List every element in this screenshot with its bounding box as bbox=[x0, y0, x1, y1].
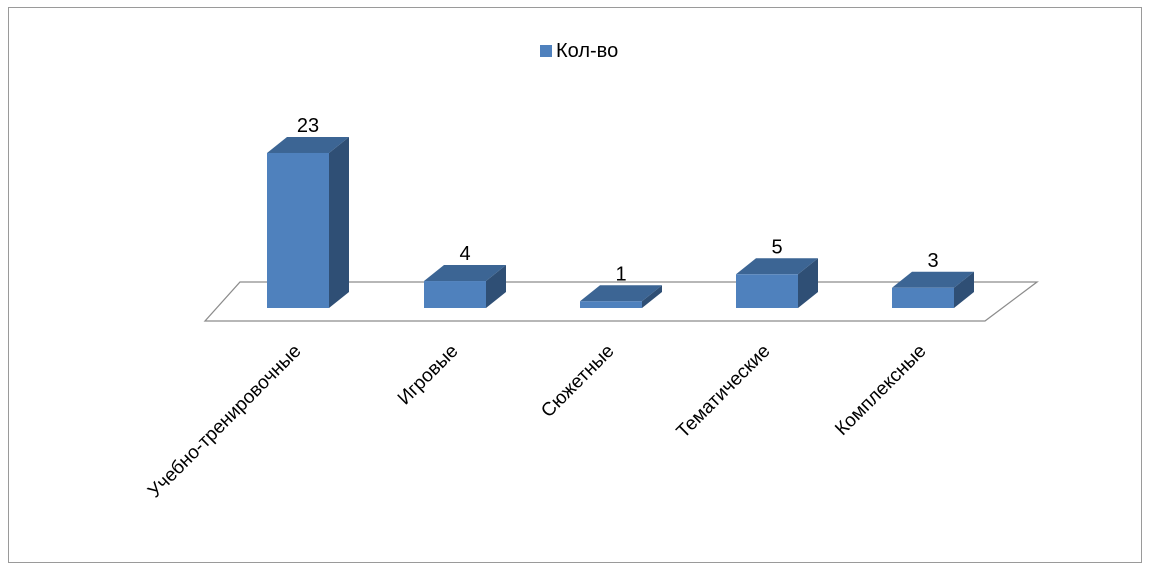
bar-1 bbox=[267, 136, 349, 308]
legend-label: Кол-во bbox=[556, 40, 618, 62]
bar-top bbox=[267, 136, 349, 153]
bar-2 bbox=[424, 265, 506, 308]
category-labels: Учебно-тренировочные Игровые Сюжетные Темат… bbox=[144, 341, 930, 502]
bar-side bbox=[798, 258, 818, 308]
category-label: Сюжетные bbox=[537, 341, 618, 422]
bar-5 bbox=[892, 271, 974, 308]
bar-side bbox=[642, 285, 662, 308]
category-label: Учебно-тренировочные bbox=[144, 341, 305, 502]
bar-front bbox=[736, 274, 798, 308]
data-label: 3 bbox=[927, 250, 938, 272]
bar-side bbox=[329, 136, 349, 308]
bar-top bbox=[736, 258, 818, 275]
legend-swatch-icon bbox=[540, 45, 552, 57]
bar-3 bbox=[580, 285, 662, 308]
legend: Кол-во bbox=[540, 40, 618, 62]
bar-top bbox=[424, 265, 506, 282]
data-label: 5 bbox=[771, 236, 782, 258]
bar-front bbox=[267, 152, 329, 308]
bars bbox=[267, 136, 974, 308]
category-label: Игровые bbox=[394, 341, 463, 410]
data-label: 4 bbox=[459, 243, 470, 265]
bar-top bbox=[580, 285, 662, 302]
bar-front bbox=[424, 281, 486, 308]
value-labels: 23 4 1 5 3 bbox=[297, 115, 939, 285]
data-label: 1 bbox=[615, 263, 626, 285]
bar-side bbox=[954, 271, 974, 308]
bar-front bbox=[580, 301, 642, 308]
bar-front bbox=[892, 287, 954, 308]
category-label: Тематические bbox=[673, 341, 775, 443]
bar-4 bbox=[736, 258, 818, 308]
bar-top bbox=[892, 271, 974, 288]
category-label: Комплексные bbox=[831, 341, 930, 440]
bar-side bbox=[486, 265, 506, 308]
data-label: 23 bbox=[297, 115, 319, 137]
